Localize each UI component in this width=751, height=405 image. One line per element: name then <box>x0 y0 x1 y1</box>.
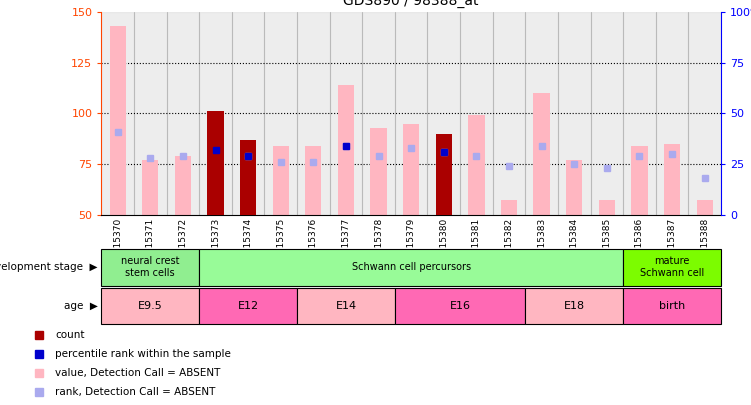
Bar <box>623 288 721 324</box>
Bar <box>207 111 224 215</box>
Bar <box>101 288 199 324</box>
Bar <box>664 144 680 215</box>
Bar <box>110 26 126 215</box>
Bar <box>558 12 590 215</box>
Bar <box>264 12 297 215</box>
Bar <box>338 85 354 215</box>
Text: value, Detection Call = ABSENT: value, Detection Call = ABSENT <box>56 368 221 378</box>
Bar <box>199 12 232 215</box>
Bar <box>436 134 452 215</box>
Text: E9.5: E9.5 <box>138 301 163 311</box>
Bar <box>468 115 484 215</box>
Text: E16: E16 <box>450 301 471 311</box>
Bar <box>525 288 623 324</box>
Text: percentile rank within the sample: percentile rank within the sample <box>56 349 231 359</box>
Bar <box>632 146 647 215</box>
Bar <box>134 12 167 215</box>
Text: count: count <box>56 330 85 340</box>
Bar <box>493 12 525 215</box>
Text: Schwann cell percursors: Schwann cell percursors <box>351 262 471 272</box>
Bar <box>297 12 330 215</box>
Bar <box>362 12 395 215</box>
Text: E14: E14 <box>336 301 357 311</box>
Bar <box>460 12 493 215</box>
Bar <box>240 140 256 215</box>
Bar <box>167 12 199 215</box>
Bar <box>436 134 452 215</box>
Text: development stage  ▶: development stage ▶ <box>0 262 98 272</box>
Bar <box>199 249 623 286</box>
Bar <box>232 12 264 215</box>
Text: neural crest
stem cells: neural crest stem cells <box>121 256 179 278</box>
Bar <box>403 124 419 215</box>
Bar <box>330 12 362 215</box>
Bar <box>395 12 427 215</box>
Text: mature
Schwann cell: mature Schwann cell <box>640 256 704 278</box>
Bar <box>199 288 297 324</box>
Bar <box>525 12 558 215</box>
Bar <box>656 12 689 215</box>
Bar <box>427 12 460 215</box>
Bar <box>566 160 582 215</box>
Bar <box>590 12 623 215</box>
Bar <box>101 12 134 215</box>
Bar <box>175 156 191 215</box>
Text: E12: E12 <box>237 301 258 311</box>
Bar <box>696 200 713 215</box>
Text: E18: E18 <box>564 301 585 311</box>
Text: age  ▶: age ▶ <box>64 301 98 311</box>
Bar <box>142 160 158 215</box>
Bar <box>207 111 224 215</box>
Text: birth: birth <box>659 301 685 311</box>
Bar <box>101 249 199 286</box>
Bar <box>395 288 525 324</box>
Bar <box>689 12 721 215</box>
Bar <box>623 249 721 286</box>
Bar <box>623 12 656 215</box>
Bar <box>533 93 550 215</box>
Bar <box>240 140 256 215</box>
Text: rank, Detection Call = ABSENT: rank, Detection Call = ABSENT <box>56 387 216 396</box>
Bar <box>501 200 517 215</box>
Title: GDS890 / 98388_at: GDS890 / 98388_at <box>343 0 479 9</box>
Bar <box>370 128 387 215</box>
Bar <box>273 146 289 215</box>
Bar <box>599 200 615 215</box>
Bar <box>297 288 395 324</box>
Bar <box>305 146 321 215</box>
